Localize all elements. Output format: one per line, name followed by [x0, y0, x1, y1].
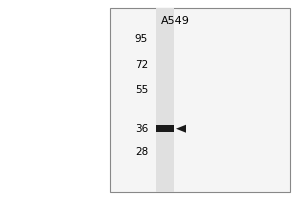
Text: 72: 72	[135, 60, 148, 70]
Text: 36: 36	[135, 124, 148, 134]
Text: 28: 28	[135, 147, 148, 157]
Bar	[156, 125, 174, 132]
Text: 95: 95	[135, 34, 148, 44]
Polygon shape	[176, 125, 186, 133]
Text: 55: 55	[135, 85, 148, 95]
Bar	[110, 8, 290, 192]
Bar	[156, 8, 174, 192]
Text: A549: A549	[160, 16, 189, 26]
